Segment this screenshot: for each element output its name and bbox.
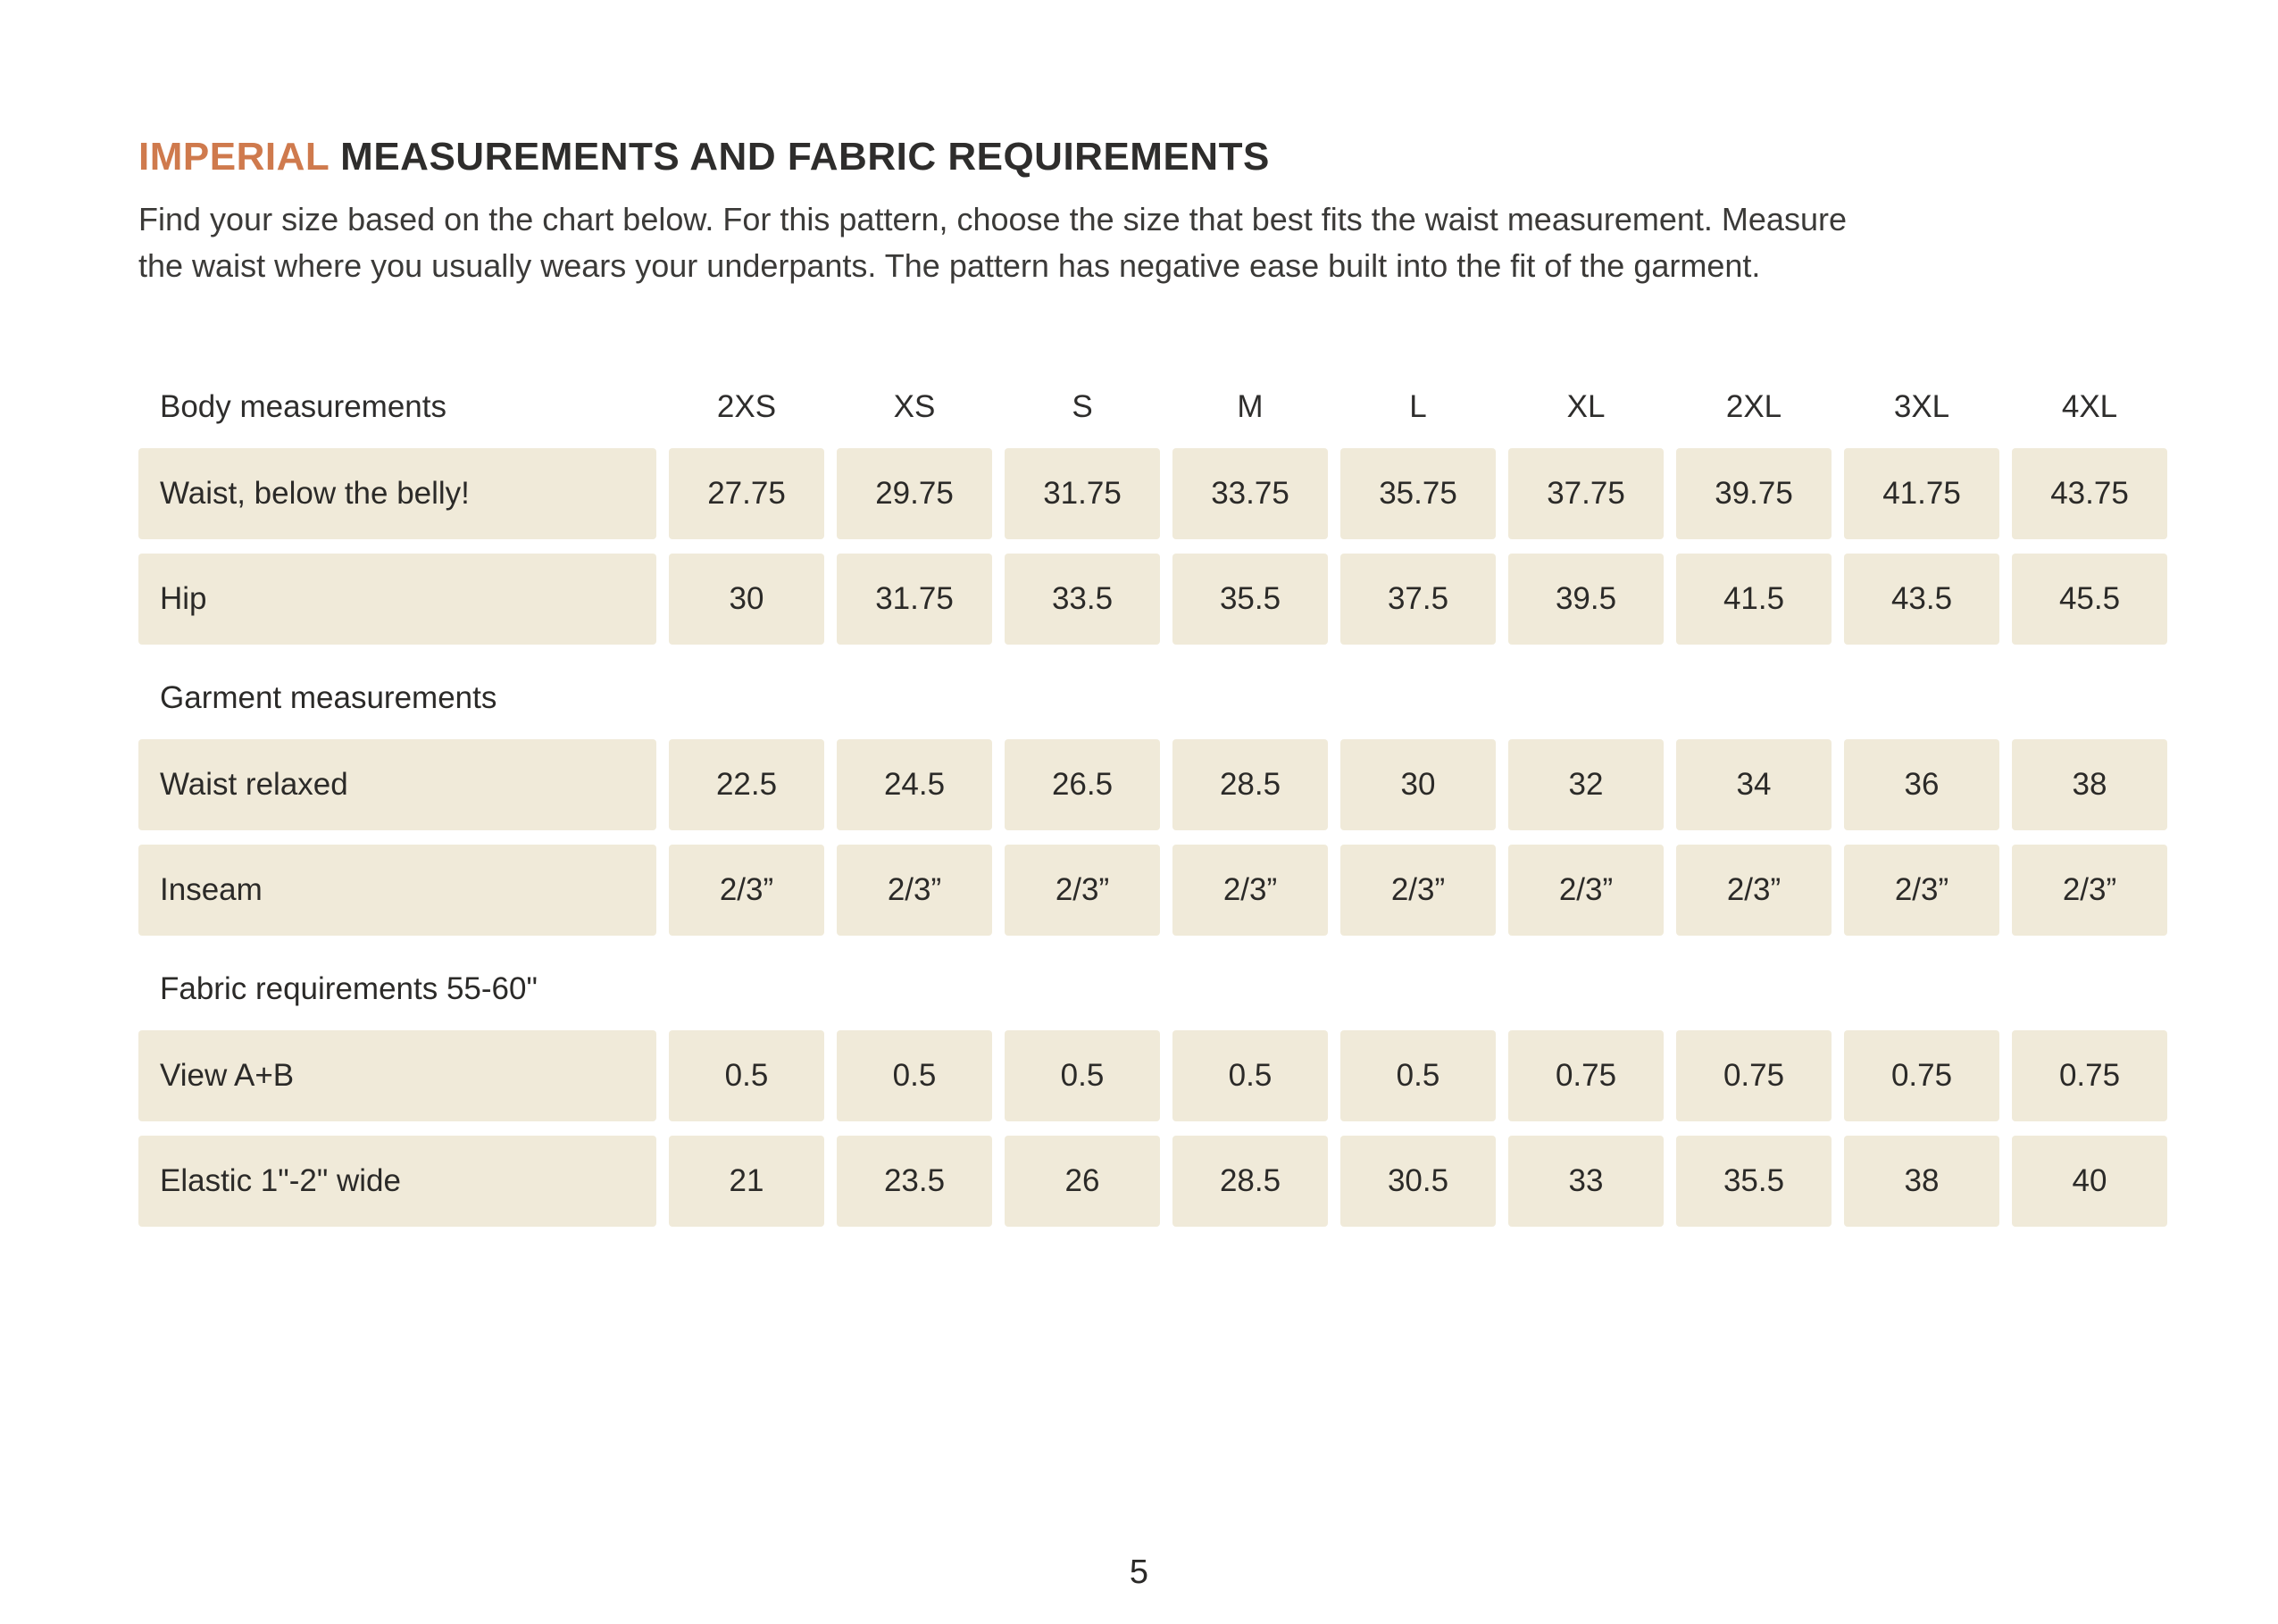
- cell-value: 31.75: [1005, 448, 1160, 540]
- cell-value: 35.5: [1676, 1136, 1832, 1228]
- cell-value: 2/3”: [1172, 845, 1328, 937]
- table-row: Waist relaxed 22.5 24.5 26.5 28.5 30 32 34 36 38: [138, 739, 2167, 831]
- cell-value: 35.5: [1172, 554, 1328, 645]
- page-content: IMPERIAL MEASUREMENTS AND FABRIC REQUIRE…: [138, 135, 2192, 1241]
- cell-value: 27.75: [669, 448, 824, 540]
- table-row: Elastic 1"-2" wide 21 23.5 26 28.5 30.5 33 35.5…: [138, 1136, 2167, 1228]
- cell-value: 33.5: [1005, 554, 1160, 645]
- body-measurements-header: Body measurements: [160, 389, 446, 425]
- cell-value: 22.5: [669, 739, 824, 831]
- cell-value: 40: [2012, 1136, 2167, 1228]
- row-label: Hip: [138, 554, 656, 645]
- cell-value: 32: [1508, 739, 1664, 831]
- row-label: View A+B: [138, 1030, 656, 1122]
- cell-value: 0.5: [1005, 1030, 1160, 1122]
- table-body: Waist, below the belly! 27.75 29.75 31.75 33…: [138, 448, 2167, 1228]
- size-column-header: XS: [893, 389, 936, 425]
- section-title: Fabric requirements 55-60": [160, 971, 538, 1007]
- cell-value: 0.75: [1676, 1030, 1832, 1122]
- cell-value: 38: [2012, 739, 2167, 831]
- size-chart-table: Body measurements 2XS XS S M L XL 2XL 3XL 4XL Wa…: [126, 375, 2180, 1241]
- cell-value: 0.5: [1340, 1030, 1496, 1122]
- cell-value: 30.5: [1340, 1136, 1496, 1228]
- cell-value: 2/3”: [1340, 845, 1496, 937]
- cell-value: 0.5: [837, 1030, 992, 1122]
- size-column-header: S: [1072, 389, 1093, 425]
- cell-value: 39.5: [1508, 554, 1664, 645]
- row-label: Waist relaxed: [138, 739, 656, 831]
- size-column-header: 2XL: [1725, 389, 1782, 425]
- cell-value: 31.75: [837, 554, 992, 645]
- size-column-header: 4XL: [2061, 389, 2118, 425]
- cell-value: 30: [669, 554, 824, 645]
- cell-value: 34: [1676, 739, 1832, 831]
- cell-value: 2/3”: [1844, 845, 1999, 937]
- cell-value: 0.75: [1844, 1030, 1999, 1122]
- size-column-header: L: [1409, 389, 1427, 425]
- page-number: 5: [1129, 1553, 1149, 1591]
- section-row: Garment measurements: [138, 659, 2167, 725]
- cell-value: 2/3”: [837, 845, 992, 937]
- table-row: Hip 30 31.75 33.5 35.5 37.5 39.5 41.5 43.5 45.5: [138, 554, 2167, 645]
- cell-value: 0.75: [1508, 1030, 1664, 1122]
- size-column-header: M: [1237, 389, 1264, 425]
- cell-value: 39.75: [1676, 448, 1832, 540]
- cell-value: 41.5: [1676, 554, 1832, 645]
- page-title-highlight: IMPERIAL: [138, 135, 330, 179]
- cell-value: 0.5: [669, 1030, 824, 1122]
- cell-value: 41.75: [1844, 448, 1999, 540]
- cell-value: 37.75: [1508, 448, 1664, 540]
- cell-value: 24.5: [837, 739, 992, 831]
- cell-value: 30: [1340, 739, 1496, 831]
- cell-value: 21: [669, 1136, 824, 1228]
- intro-paragraph: Find your size based on the chart below.…: [138, 196, 2192, 289]
- size-column-header: XL: [1566, 389, 1606, 425]
- cell-value: 33.75: [1172, 448, 1328, 540]
- cell-value: 37.5: [1340, 554, 1496, 645]
- cell-value: 2/3”: [1005, 845, 1160, 937]
- cell-value: 0.75: [2012, 1030, 2167, 1122]
- table-row: Inseam 2/3” 2/3” 2/3” 2/3” 2/3” 2/3” 2/3” 2/3” 2/…: [138, 845, 2167, 937]
- cell-value: 28.5: [1172, 1136, 1328, 1228]
- cell-value: 29.75: [837, 448, 992, 540]
- row-label: Waist, below the belly!: [138, 448, 656, 540]
- cell-value: 0.5: [1172, 1030, 1328, 1122]
- table-row: View A+B 0.5 0.5 0.5 0.5 0.5 0.75 0.75 0.75 0.75: [138, 1030, 2167, 1122]
- section-row: Fabric requirements 55-60": [138, 950, 2167, 1016]
- cell-value: 28.5: [1172, 739, 1328, 831]
- table-header-row: Body measurements 2XS XS S M L XL 2XL 3XL 4XL: [138, 389, 2167, 434]
- cell-value: 2/3”: [2012, 845, 2167, 937]
- size-column-header: 2XS: [716, 389, 777, 425]
- cell-value: 38: [1844, 1136, 1999, 1228]
- row-label: Elastic 1"-2" wide: [138, 1136, 656, 1228]
- cell-value: 33: [1508, 1136, 1664, 1228]
- page-title: IMPERIAL MEASUREMENTS AND FABRIC REQUIRE…: [138, 135, 2192, 179]
- cell-value: 2/3”: [1676, 845, 1832, 937]
- cell-value: 2/3”: [1508, 845, 1664, 937]
- cell-value: 23.5: [837, 1136, 992, 1228]
- row-label: Inseam: [138, 845, 656, 937]
- intro-line-2: the waist where you usually wears your u…: [138, 247, 1761, 285]
- section-title: Garment measurements: [160, 680, 497, 716]
- cell-value: 45.5: [2012, 554, 2167, 645]
- size-column-header: 3XL: [1893, 389, 1950, 425]
- cell-value: 43.75: [2012, 448, 2167, 540]
- cell-value: 26: [1005, 1136, 1160, 1228]
- cell-value: 35.75: [1340, 448, 1496, 540]
- intro-line-1: Find your size based on the chart below.…: [138, 201, 1847, 238]
- cell-value: 2/3”: [669, 845, 824, 937]
- cell-value: 36: [1844, 739, 1999, 831]
- cell-value: 26.5: [1005, 739, 1160, 831]
- cell-value: 43.5: [1844, 554, 1999, 645]
- table-row: Waist, below the belly! 27.75 29.75 31.75 33…: [138, 448, 2167, 540]
- page-title-rest: MEASUREMENTS AND FABRIC REQUIREMENTS: [340, 135, 1270, 179]
